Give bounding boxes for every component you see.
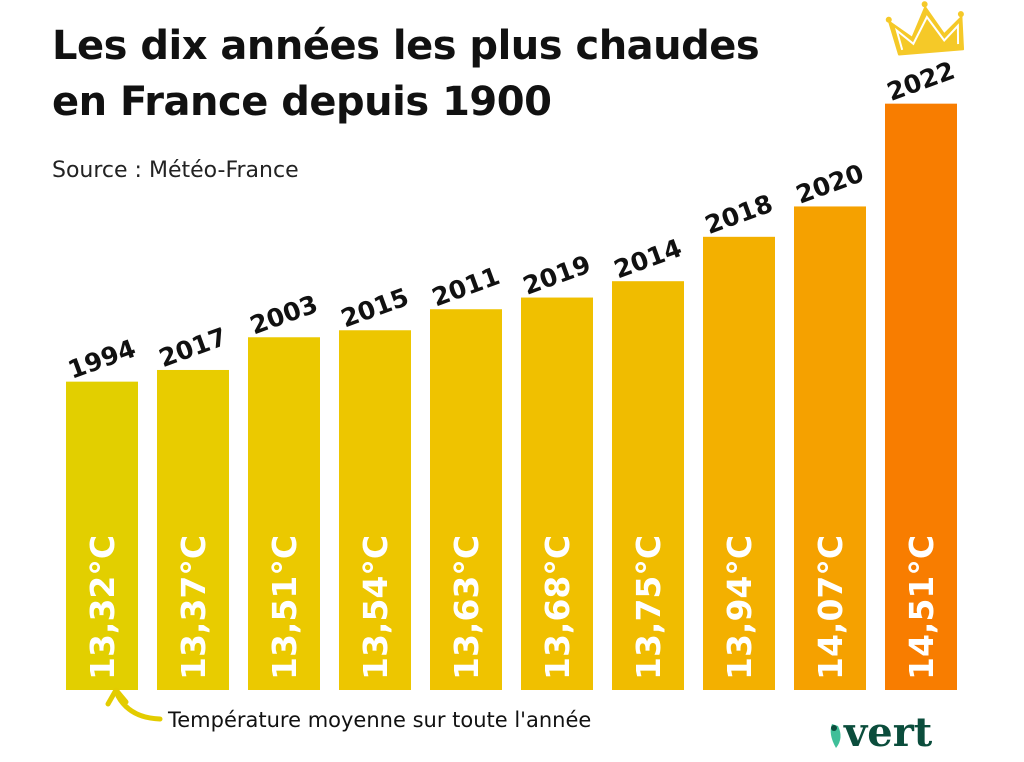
arrow-icon [115, 693, 163, 722]
vert-logo: vert [826, 704, 976, 758]
year-label: 2022 [883, 56, 958, 107]
year-label: 2019 [519, 250, 594, 301]
bar-1994 [66, 381, 138, 690]
bar-2011 [430, 309, 502, 690]
logo-text: vert [843, 709, 933, 754]
value-label: 13,54°C [356, 535, 395, 680]
chart-title: Les dix années les plus chaudes en Franc… [52, 18, 760, 130]
year-label: 2011 [428, 261, 503, 312]
source-label: Source : Météo-France [52, 158, 299, 183]
bar-2015 [339, 330, 411, 690]
bar-2019 [521, 297, 593, 690]
arrow-head-icon [105, 687, 129, 707]
value-label: 13,63°C [447, 535, 486, 680]
value-label: 13,32°C [83, 535, 122, 680]
year-label: 2014 [610, 233, 685, 284]
value-label: 13,51°C [265, 535, 304, 680]
title-line-2: en France depuis 1900 [52, 79, 552, 125]
value-label: 13,68°C [538, 535, 577, 680]
year-label: 2003 [246, 289, 321, 340]
bar-2003 [248, 337, 320, 690]
value-label: 14,51°C [902, 535, 941, 680]
value-label: 13,37°C [174, 535, 213, 680]
bar-2014 [612, 281, 684, 690]
year-label: 2018 [701, 189, 776, 240]
bar-2022 [885, 103, 957, 690]
year-label: 2017 [155, 322, 230, 373]
value-label: 13,94°C [720, 535, 759, 680]
year-label: 1994 [64, 334, 139, 385]
title-line-1: Les dix années les plus chaudes [52, 23, 760, 69]
bar-2018 [703, 236, 775, 691]
bar-2020 [794, 206, 866, 690]
year-label: 2015 [337, 282, 412, 333]
value-label: 14,07°C [811, 535, 850, 680]
value-label: 13,75°C [629, 535, 668, 680]
crown-icon [885, 1, 965, 56]
footnote: Température moyenne sur toute l'année [168, 708, 592, 732]
bar-2017 [157, 369, 229, 690]
year-label: 2020 [792, 158, 867, 209]
